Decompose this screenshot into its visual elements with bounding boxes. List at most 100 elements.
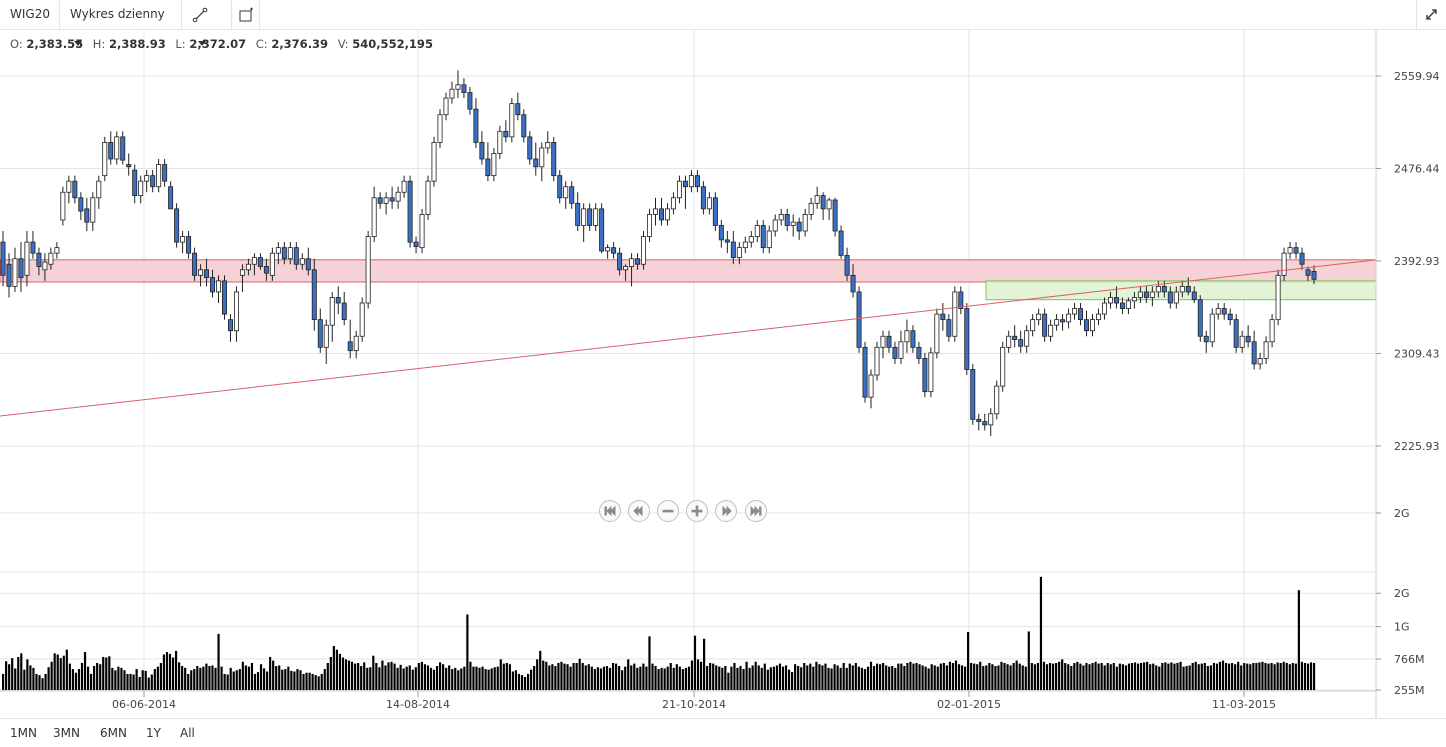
range-1mn-button[interactable]: 1MN [10,726,37,740]
volume-bar [581,663,584,690]
volume-bar [918,664,921,690]
volume-bar [256,672,260,690]
volume-bar [448,665,451,690]
candle-body [1155,286,1161,293]
volume-bar [1243,663,1246,690]
volume-bar [232,671,235,690]
candle-body [48,252,54,265]
candle-body [748,236,754,243]
volume-bar [165,652,169,690]
candle-body [617,252,623,271]
zoom-in-button[interactable] [686,500,708,522]
candle-body [1012,335,1018,340]
volume-bar [633,663,636,690]
volume-bar [1012,663,1015,690]
range-all-button[interactable]: All [180,726,195,740]
candle-body [605,247,611,252]
chevron-down-icon [74,41,82,46]
volume-bar [120,667,123,690]
volume-bar [1155,665,1158,690]
volume-bar [572,663,575,690]
candle-body [1030,319,1036,332]
candle-body [862,346,868,398]
volume-bar [229,667,232,690]
candle-body [898,341,904,359]
volume-bar [991,664,994,690]
volume-bar [1188,665,1191,690]
volume-bar [988,663,991,690]
candle-body [1215,308,1221,315]
volume-bar [1237,661,1240,690]
volume-bar [748,667,751,690]
volume-bar [1133,662,1137,690]
candle-body [323,324,329,348]
volume-bar [645,666,648,690]
volume-bar [1285,663,1288,690]
volume-bar [326,663,329,690]
volume-bar [1258,662,1261,690]
candle-body [1054,319,1060,326]
first-button[interactable] [599,500,621,522]
volume-bar [1003,663,1006,690]
range-6mn-button[interactable]: 6MN [100,726,127,740]
rectangle-tool-button[interactable] [232,0,260,29]
candle-body [108,141,114,160]
chart-type-dropdown[interactable]: Wykres dzienny [60,0,182,46]
volume-bar [511,671,515,690]
price-chart[interactable]: 2559.94 2476.44 2392.93 2309.43 2225.93 2G 2G 1… [0,30,1446,718]
volume-bar [833,664,836,690]
volume-bar [566,664,569,690]
volume-bar [1143,662,1146,690]
volume-bar [885,665,888,690]
expand-icon [1426,9,1437,20]
candle-body [180,236,186,243]
candle-body [347,341,353,352]
back-button[interactable] [628,500,650,522]
open-label: O: [10,37,23,51]
volume-bar [954,660,958,690]
volume-bar [505,663,508,690]
volume-bar [803,663,806,690]
volume-bar [363,662,366,690]
volume-bar [763,663,766,690]
volume-bar [875,663,879,690]
volume-bar [842,663,845,690]
candle-body [1090,319,1096,332]
candle-body [1167,291,1173,304]
range-3mn-button[interactable]: 3MN [53,726,80,740]
last-button[interactable] [745,500,767,522]
forward-button[interactable] [715,500,737,522]
candle-body [449,88,455,99]
candle-body [257,257,263,267]
candle-body [575,202,581,226]
volume-bar [1191,663,1194,690]
volume-bar [897,663,900,690]
candle-body [1095,313,1101,321]
volume-bar [372,655,375,690]
candle-body [491,153,497,177]
volume-bar [305,672,308,690]
volume-bar [344,659,348,690]
candle-body [1245,335,1251,343]
candle-body [1233,319,1239,348]
zoom-out-button[interactable] [657,500,679,522]
candle-body [377,197,383,204]
candle-body [245,263,251,271]
candle-body [168,186,174,210]
volume-bar [596,667,599,690]
volume-bar [1291,663,1294,690]
volume-bar [293,671,296,690]
candle-body [1311,270,1317,280]
expand-button[interactable] [1416,0,1446,29]
volume-bar [1276,662,1279,690]
draw-tool-dropdown[interactable] [182,0,232,46]
candle-body [629,258,635,267]
volume-bar [296,669,299,690]
volume-bar [20,653,23,690]
candle-body [1101,302,1107,315]
volume-bar [35,673,38,690]
volume-bar [891,666,894,690]
range-1y-button[interactable]: 1Y [146,726,161,740]
x-tick-label: 11-03-2015 [1212,698,1276,711]
candle-body [18,258,24,278]
